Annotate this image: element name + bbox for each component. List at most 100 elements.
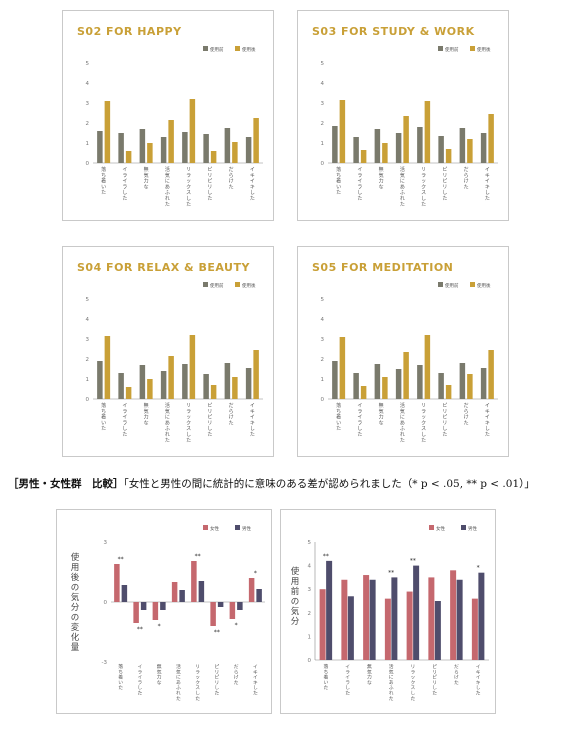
y-tick-label: 4 [86, 81, 90, 87]
legend-label: 使用前 [445, 46, 459, 53]
bar [434, 601, 441, 660]
bar [403, 116, 409, 163]
y-tick-label: 0 [86, 161, 90, 167]
bar [467, 139, 473, 163]
bar [224, 128, 231, 163]
y-tick-label: -3 [102, 660, 108, 666]
bar [224, 363, 231, 399]
legend-label: 男性 [468, 525, 477, 532]
bar [382, 143, 388, 163]
bar [118, 133, 124, 163]
x-tick-label: イキイキした [485, 403, 490, 438]
x-tick-label: 落ち着いた [118, 663, 123, 691]
bar [179, 590, 185, 602]
bar [168, 120, 174, 163]
bar [203, 134, 209, 163]
x-tick-label: イキイキした [253, 665, 258, 697]
x-tick-label: リラックスした [186, 167, 191, 208]
bar [237, 602, 243, 610]
bar [480, 368, 487, 399]
y-tick-label: 2 [308, 611, 312, 617]
bar [341, 579, 348, 660]
significance-mark: ** [323, 553, 329, 560]
y-tick-label: 1 [308, 634, 312, 640]
y-tick-label: 3 [321, 337, 325, 343]
x-tick-label: 活気にあふれた [400, 166, 405, 208]
bar [332, 361, 338, 399]
bar [445, 385, 452, 399]
x-tick-label: だらけた [464, 167, 469, 190]
y-tick-label: 4 [321, 317, 325, 323]
chart-s02-happy: S02 FOR HAPPY 使用前 使用後 0 1 2 3 4 5 落ち着いた イライラした 無気力な… [62, 10, 274, 221]
x-tick-label: 無気力な [379, 402, 384, 426]
x-tick-label: イキイキした [476, 665, 481, 697]
bar [403, 352, 409, 399]
y-tick-label: 3 [308, 587, 312, 593]
bar [147, 143, 153, 163]
x-tick-label: リラックスした [421, 167, 426, 208]
legend-swatch [203, 46, 208, 51]
bar [488, 350, 494, 399]
chart-s05-meditation: S05 FOR MEDITATION 使用前 使用後 0 1 2 3 4 5 落ち着いた イライラし… [297, 246, 509, 457]
legend-swatch [438, 282, 443, 287]
legend-swatch [235, 46, 240, 51]
x-tick-label: イライラした [357, 167, 362, 202]
x-tick-label: イキイキした [250, 403, 255, 438]
bar [248, 578, 255, 602]
y-tick-label: 5 [321, 61, 325, 67]
comparison-caption: ［男性・女性群 比較］「女性と男性の間に統計的に意味のある差が認められました（*… [8, 476, 568, 491]
bar [374, 364, 381, 399]
y-tick-label: 2 [321, 121, 325, 127]
y-tick-label: 5 [86, 297, 90, 303]
x-tick-label: 活気にあふれた [400, 402, 405, 444]
significance-mark: ** [214, 629, 220, 636]
y-axis-label: 使用前の気分 [291, 566, 300, 627]
significance-mark: * [235, 622, 238, 629]
y-tick-label: 4 [321, 81, 325, 87]
y-tick-label: 3 [104, 540, 108, 546]
bar [424, 101, 431, 163]
bar [339, 100, 346, 163]
bar [353, 137, 359, 163]
bar [326, 560, 333, 660]
y-tick-label: 2 [321, 357, 325, 363]
bar [139, 129, 146, 163]
bar [160, 137, 167, 163]
bar [125, 151, 132, 163]
legend-swatch [235, 282, 240, 287]
caption-heading: ［男性・女性群 比較］ [8, 478, 124, 490]
bar [332, 126, 338, 163]
y-tick-label: 5 [308, 540, 312, 546]
x-tick-label: 活気にあふれた [389, 663, 394, 702]
bar [147, 379, 153, 399]
bar [363, 575, 370, 660]
y-tick-label: 4 [308, 564, 312, 570]
legend-label: 使用後 [242, 282, 256, 289]
y-tick-label: 1 [86, 377, 90, 383]
significance-mark: ** [118, 556, 124, 563]
x-tick-label: 活気にあふれた [165, 402, 170, 444]
x-tick-label: だらけた [464, 403, 469, 426]
bar [438, 373, 444, 399]
bar [478, 572, 485, 660]
bar [384, 598, 391, 660]
bar [417, 365, 423, 399]
y-tick-label: 3 [86, 101, 90, 107]
y-tick-label: 0 [86, 397, 90, 403]
x-tick-label: リラックスした [410, 665, 415, 702]
bar [445, 149, 452, 163]
bar [245, 368, 252, 399]
x-tick-label: 落ち着いた [101, 402, 106, 432]
chart-svg: S05 FOR MEDITATION 使用前 使用後 0 1 2 3 4 5 落ち着いた イライラし… [312, 261, 498, 444]
bar [382, 377, 388, 399]
bar [121, 585, 128, 602]
legend-label: 男性 [242, 525, 251, 532]
legend-label: 使用前 [210, 282, 224, 289]
legend-label: 使用後 [477, 282, 491, 289]
bar [459, 363, 466, 399]
bar [210, 151, 217, 163]
significance-mark: ** [195, 553, 201, 560]
x-tick-label: だらけた [234, 664, 239, 686]
legend-label: 使用前 [445, 282, 459, 289]
bar [104, 101, 111, 163]
